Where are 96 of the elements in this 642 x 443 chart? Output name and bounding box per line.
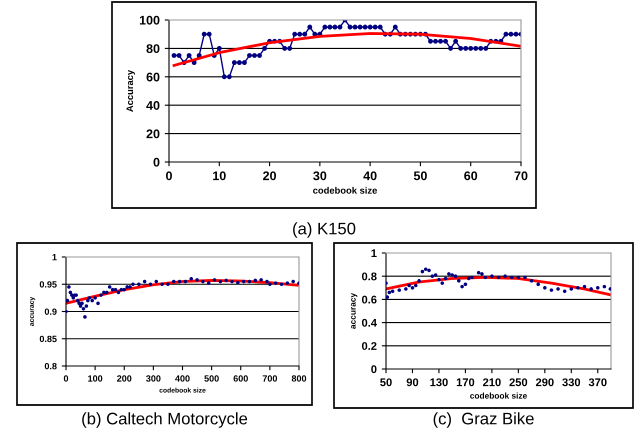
line-series — [172, 32, 521, 67]
point — [582, 284, 586, 288]
point — [470, 276, 474, 280]
point — [589, 287, 593, 291]
point — [397, 288, 402, 292]
x-tick-label: 330 — [562, 378, 580, 386]
point — [414, 284, 418, 288]
point — [457, 279, 461, 283]
y-tick-label: 80 — [146, 44, 160, 54]
y-tick-label: 0.8 — [362, 272, 377, 280]
x-tick-label: 700 — [262, 375, 278, 382]
x-tick-label: 50 — [380, 378, 392, 386]
x-axis-title: codebook size — [313, 186, 377, 194]
x-tick-label: 250 — [509, 378, 528, 386]
x-tick-label: 0 — [64, 375, 68, 382]
point — [447, 272, 451, 276]
x-tick-label: 20 — [263, 171, 276, 180]
point — [466, 276, 471, 280]
y-tick-label: 0.2 — [362, 342, 377, 350]
y-tick-label: 0.85 — [40, 336, 57, 342]
x-tick-label: 400 — [175, 375, 190, 382]
y-tick-label: 0.4 — [362, 318, 377, 327]
y-tick-label: 0 — [371, 365, 377, 374]
point — [536, 282, 540, 286]
text: (b) Caltech Motorcycle — [82, 412, 248, 428]
point — [434, 273, 438, 277]
point — [570, 287, 574, 291]
x-tick-label: 30 — [313, 171, 326, 180]
point — [424, 267, 428, 272]
y-tick-label: 20 — [146, 129, 160, 138]
point — [450, 273, 454, 277]
y-axis-title: accuracy — [351, 292, 358, 329]
x-tick-label: 0 — [166, 171, 172, 180]
x-tick-label: 210 — [483, 378, 501, 386]
point — [407, 284, 411, 288]
y-tick-label: 100 — [140, 16, 160, 25]
x-tick-label: 800 — [292, 375, 306, 382]
y-axis-title: Accuracy — [126, 70, 135, 112]
x-axis-title: codebook size — [470, 392, 527, 399]
point — [516, 276, 520, 280]
point — [440, 281, 444, 285]
text: (a) K150 — [293, 222, 356, 238]
x-tick-label: 10 — [213, 171, 226, 180]
x-tick-label: 200 — [117, 375, 132, 382]
point — [464, 282, 468, 286]
point — [476, 270, 480, 275]
point — [576, 286, 580, 290]
point — [503, 274, 507, 278]
x-tick-label: 170 — [456, 378, 474, 386]
x-tick-label: 100 — [88, 375, 102, 382]
y-tick-label: 60 — [146, 72, 160, 82]
x-tick-label: 370 — [588, 378, 607, 386]
point — [430, 274, 434, 278]
y-tick-label: 0.8 — [44, 362, 57, 370]
y-tick-label: 40 — [146, 101, 160, 110]
point — [550, 288, 554, 292]
point — [460, 284, 464, 288]
point — [490, 274, 494, 278]
x-tick-label: 290 — [536, 378, 554, 386]
y-tick-label: 0.6 — [362, 296, 377, 304]
point — [480, 272, 484, 276]
point — [410, 286, 414, 290]
x-tick-label: 600 — [234, 375, 248, 382]
y-tick-label: 0.95 — [40, 281, 57, 288]
point — [427, 268, 431, 272]
point — [496, 276, 500, 280]
y-tick-label: 0 — [154, 158, 160, 167]
x-tick-label: 50 — [414, 171, 427, 180]
point — [510, 276, 514, 280]
x-tick-label: 60 — [464, 171, 478, 180]
point — [420, 270, 424, 274]
x-tick-label: 130 — [430, 378, 448, 386]
point — [530, 279, 534, 283]
point — [454, 274, 458, 278]
x-tick-label: 300 — [146, 375, 161, 382]
point — [543, 286, 547, 290]
point — [523, 276, 527, 280]
point — [596, 286, 600, 290]
point — [444, 276, 448, 280]
x-tick-label: 500 — [204, 375, 219, 382]
point — [386, 295, 390, 299]
y-tick-label: 1 — [52, 254, 57, 260]
x-tick-label: 70 — [514, 171, 528, 180]
point — [390, 289, 394, 294]
text: (c) Graz Bike — [434, 412, 534, 428]
point — [556, 287, 560, 291]
point — [483, 276, 488, 280]
point — [388, 290, 392, 294]
point — [562, 289, 566, 294]
point — [602, 284, 606, 288]
point — [417, 279, 421, 283]
x-tick-label: 90 — [406, 378, 418, 386]
point — [404, 287, 408, 291]
y-tick-label: 1 — [371, 249, 377, 258]
point — [437, 278, 441, 282]
y-tick-label: 0.9 — [44, 308, 57, 315]
